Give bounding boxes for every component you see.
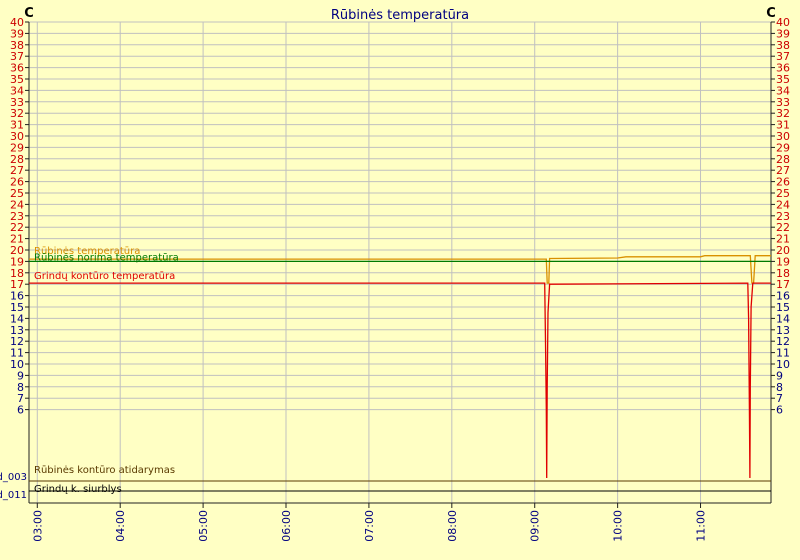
- y-tick-label-left: 29: [10, 141, 24, 154]
- y-tick-label-left: 34: [10, 84, 24, 97]
- x-tick-label: 11:00: [695, 510, 708, 542]
- y-tick-label-left: 17: [10, 278, 24, 291]
- y-tick-label-left: 22: [10, 221, 24, 234]
- y-tick-label-right: 26: [776, 176, 790, 189]
- series-label: Grindų kontūro temperatūra: [34, 271, 175, 282]
- y-tick-label-right: 40: [776, 16, 790, 29]
- y-tick-label-right: 30: [776, 130, 790, 143]
- y-tick-label-left: 19: [10, 255, 24, 268]
- y-tick-label-right: 35: [776, 73, 790, 86]
- y-tick-label-left: 24: [10, 198, 24, 211]
- y-tick-label-left: 33: [10, 96, 24, 109]
- y-tick-label-right: 21: [776, 233, 790, 246]
- y-tick-label-right: 31: [776, 119, 790, 132]
- y-tick-label-right: 27: [776, 164, 790, 177]
- y-tick-label-right: 25: [776, 187, 790, 200]
- series-label: Rūbinės temperatūra: [34, 246, 140, 257]
- y-tick-label-left: 31: [10, 119, 24, 132]
- x-tick-label: 10:00: [612, 510, 625, 542]
- y-tick-label-left: 26: [10, 176, 24, 189]
- y-tick-label-left: 25: [10, 187, 24, 200]
- y-tick-label-left: 8: [17, 381, 24, 394]
- x-tick-label: 06:00: [280, 510, 293, 542]
- digital-label: Rūbinės kontūro atidarymas: [34, 465, 175, 476]
- y-tick-label-right: 28: [776, 153, 790, 166]
- y-tick-label-left: 7: [17, 392, 24, 405]
- y-tick-label-right: 38: [776, 39, 790, 52]
- digital-series: Rūbinės kontūro atidarymas ld_003 Grindų k…: [0, 465, 771, 501]
- y-tick-label-left: 6: [17, 404, 24, 417]
- y-tick-label-left: 30: [10, 130, 24, 143]
- digital-code: ld_003: [0, 472, 27, 483]
- x-tick-label: 07:00: [363, 510, 376, 542]
- y-unit-left: C: [24, 6, 34, 21]
- y-tick-label-left: 10: [10, 358, 24, 371]
- y-tick-label-right: 18: [776, 267, 790, 280]
- y-tick-label-left: 39: [10, 27, 24, 40]
- y-tick-label-right: 39: [776, 27, 790, 40]
- y-tick-label-left: 16: [10, 290, 24, 303]
- y-tick-label-right: 22: [776, 221, 790, 234]
- y-tick-label-left: 40: [10, 16, 24, 29]
- series-line: [29, 282, 771, 479]
- y-tick-label-left: 14: [10, 312, 24, 325]
- y-tick-label-left: 37: [10, 50, 24, 63]
- y-tick-label-right: 9: [776, 369, 783, 382]
- digital-label: Grindų k. siurblys: [34, 484, 122, 495]
- x-tick-label: 04:00: [114, 510, 127, 542]
- y-tick-label-left: 21: [10, 233, 24, 246]
- y-ticks-left: 6789101112131415161718192021222324252627…: [10, 16, 29, 417]
- y-tick-label-right: 12: [776, 335, 790, 348]
- y-tick-label-right: 8: [776, 381, 783, 394]
- y-tick-label-left: 13: [10, 324, 24, 337]
- y-tick-label-left: 35: [10, 73, 24, 86]
- y-tick-label-right: 13: [776, 324, 790, 337]
- y-tick-label-right: 16: [776, 290, 790, 303]
- x-tick-label: 08:00: [446, 510, 459, 542]
- y-tick-label-right: 20: [776, 244, 790, 257]
- y-tick-label-right: 14: [776, 312, 790, 325]
- y-tick-label-left: 38: [10, 39, 24, 52]
- y-tick-label-left: 28: [10, 153, 24, 166]
- y-tick-label-right: 34: [776, 84, 790, 97]
- y-tick-label-right: 10: [776, 358, 790, 371]
- x-ticks: 03:00 04:00 05:00 06:00 07:00 08:00 09:00 10:00…: [31, 503, 708, 542]
- x-tick-label: 03:00: [31, 510, 44, 542]
- y-tick-label-right: 11: [776, 347, 790, 360]
- y-tick-label-right: 32: [776, 107, 790, 120]
- y-tick-label-left: 9: [17, 369, 24, 382]
- grid-lines: [29, 21, 771, 503]
- y-tick-label-right: 6: [776, 404, 783, 417]
- y-tick-label-left: 11: [10, 347, 24, 360]
- y-tick-label-right: 24: [776, 198, 790, 211]
- y-tick-label-left: 12: [10, 335, 24, 348]
- x-tick-label: 09:00: [529, 510, 542, 542]
- y-tick-label-right: 15: [776, 301, 790, 314]
- digital-code: ld_011: [0, 490, 27, 501]
- x-tick-label: 05:00: [197, 510, 210, 542]
- y-tick-label-left: 15: [10, 301, 24, 314]
- y-unit-right: C: [766, 6, 776, 21]
- y-tick-label-left: 36: [10, 62, 24, 75]
- y-tick-label-left: 18: [10, 267, 24, 280]
- y-tick-label-right: 23: [776, 210, 790, 223]
- y-tick-label-right: 33: [776, 96, 790, 109]
- series-lines: [29, 255, 771, 479]
- y-tick-label-right: 37: [776, 50, 790, 63]
- chart-title: Rūbinės temperatūra: [331, 8, 469, 23]
- y-tick-label-right: 36: [776, 62, 790, 75]
- y-tick-label-right: 19: [776, 255, 790, 268]
- y-tick-label-right: 29: [776, 141, 790, 154]
- y-tick-label-left: 23: [10, 210, 24, 223]
- y-tick-label-right: 17: [776, 278, 790, 291]
- y-tick-label-left: 32: [10, 107, 24, 120]
- y-tick-label-left: 27: [10, 164, 24, 177]
- y-tick-label-left: 20: [10, 244, 24, 257]
- y-tick-label-right: 7: [776, 392, 783, 405]
- y-ticks-right: 6789101112131415161718192021222324252627…: [771, 16, 790, 417]
- series-label: Rūbinės norima temperatūra: [34, 252, 179, 263]
